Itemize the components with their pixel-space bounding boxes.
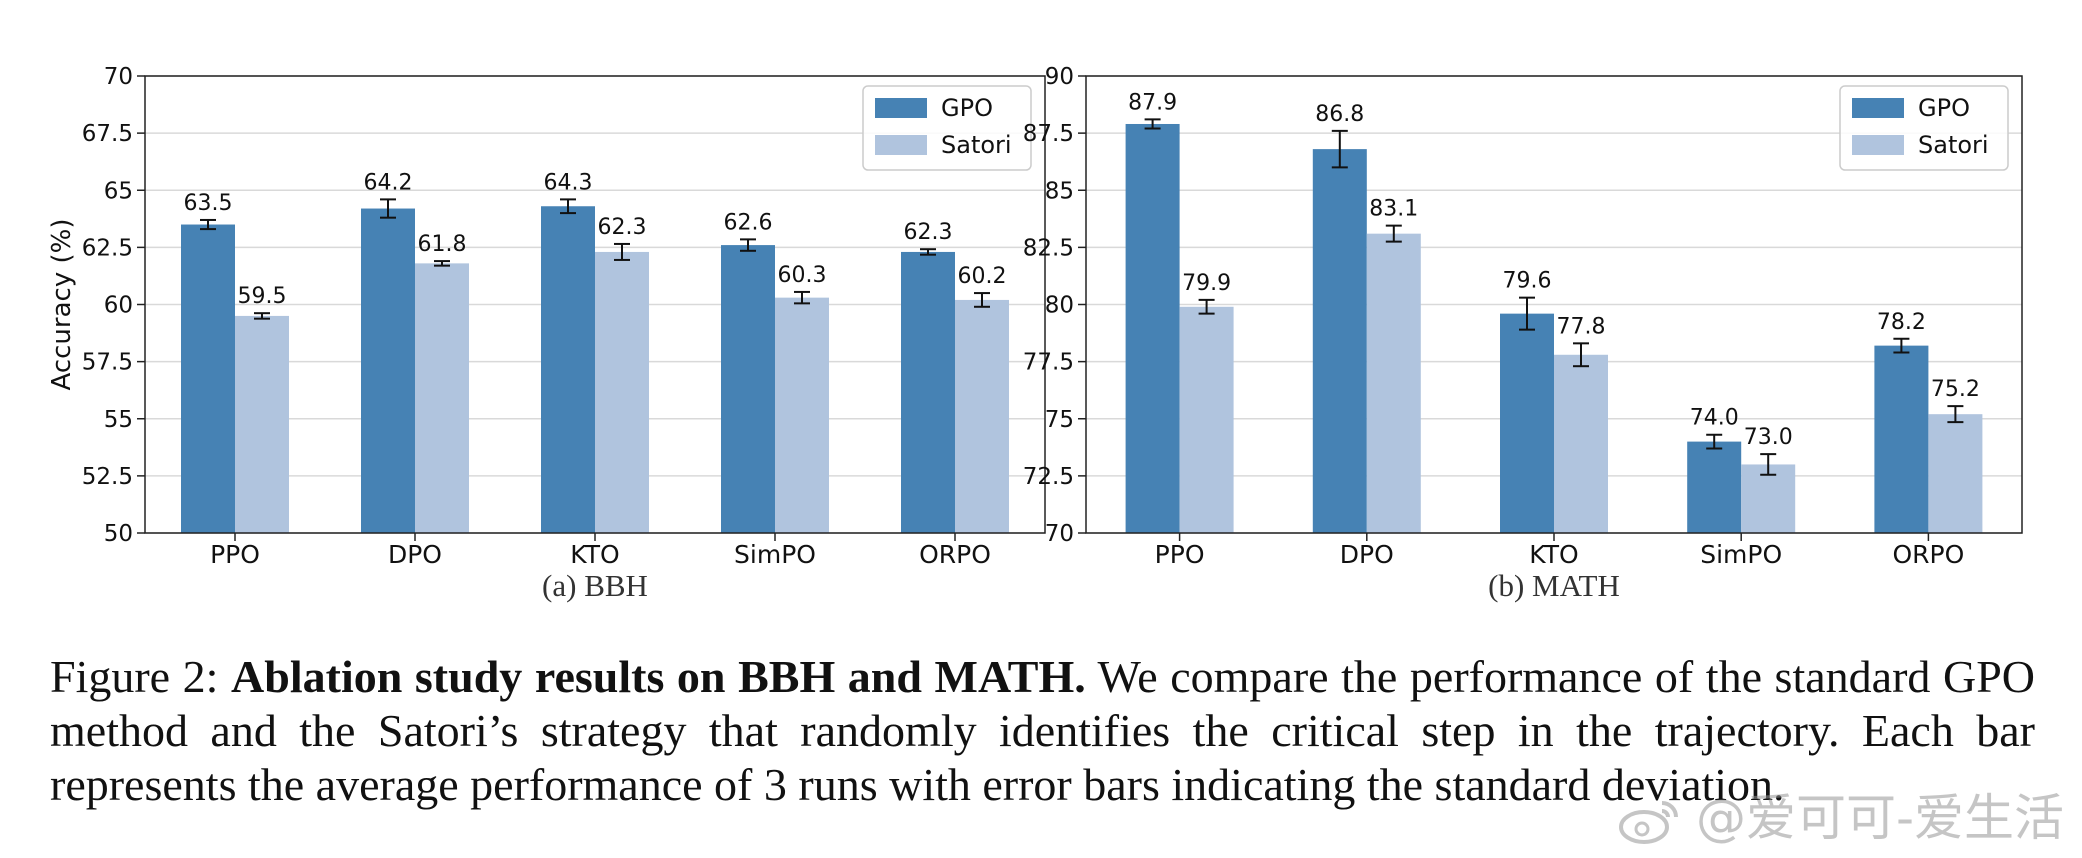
y-tick-label: 65 — [104, 178, 133, 204]
legend-swatch — [1852, 98, 1904, 118]
data-label: 63.5 — [184, 191, 233, 216]
y-tick-label: 70 — [1045, 521, 1074, 547]
bar-gpo — [361, 208, 415, 533]
data-label: 64.3 — [544, 170, 593, 195]
data-label: 83.1 — [1369, 197, 1418, 222]
x-tick-label: PPO — [1155, 540, 1205, 569]
bar-satori — [1928, 414, 1983, 533]
bar-satori — [1179, 306, 1234, 533]
bar-satori — [1741, 464, 1796, 533]
data-label: 59.5 — [238, 284, 287, 309]
figure-caption: Figure 2: Ablation study results on BBH … — [50, 650, 2035, 812]
bar-satori — [595, 251, 649, 533]
bar-gpo — [1312, 149, 1367, 533]
x-tick-label: SimPO — [734, 540, 816, 569]
y-tick-label: 67.5 — [82, 121, 133, 147]
y-tick-label: 70 — [104, 64, 133, 90]
data-label: 77.8 — [1557, 314, 1606, 339]
y-tick-label: 82.5 — [1023, 235, 1074, 261]
watermark-text: @爱可可-爱生活 — [1695, 789, 2064, 847]
bar-gpo — [1874, 345, 1929, 533]
bar-gpo — [181, 224, 235, 533]
legend-label: Satori — [1918, 131, 1989, 159]
bar-satori — [1366, 233, 1421, 534]
chart-panel-2: 70 72.5 75 77.5 80 82.5 85 87.5 90 87.9 86.8 79.6 74… — [1023, 64, 2023, 603]
data-label: 62.3 — [598, 215, 647, 240]
bar-gpo — [1500, 313, 1554, 533]
data-label: 60.3 — [778, 263, 827, 288]
x-tick-label: ORPO — [919, 540, 991, 569]
y-tick-label: 50 — [104, 521, 133, 547]
y-tick-label: 90 — [1045, 64, 1074, 90]
caption-text: We compare the performance of the standa… — [50, 651, 2035, 810]
bar-gpo — [1687, 441, 1742, 533]
data-label: 62.3 — [904, 220, 953, 245]
data-label: 62.6 — [724, 210, 773, 235]
bar-satori — [1554, 354, 1608, 533]
weibo-icon — [1619, 800, 1679, 844]
caption-prefix: Figure 2: — [50, 651, 232, 702]
legend: GPO Satori — [862, 85, 1032, 171]
y-tick-label: 87.5 — [1023, 121, 1074, 147]
data-label: 75.2 — [1931, 377, 1980, 402]
chart-subtitle: (a) BBH — [542, 568, 648, 603]
data-label: 78.2 — [1877, 310, 1926, 335]
data-label: 61.8 — [418, 232, 467, 257]
bar-gpo — [721, 245, 775, 533]
y-tick-label: 75 — [1045, 407, 1074, 433]
data-label: 60.2 — [958, 264, 1007, 289]
y-tick-label: 55 — [104, 407, 133, 433]
y-tick-label: 60 — [104, 293, 133, 319]
x-tick-label: KTO — [1529, 540, 1578, 569]
legend: GPO Satori — [1839, 85, 2009, 171]
legend-label: GPO — [941, 94, 993, 122]
bar-satori — [955, 299, 1009, 533]
y-tick-label: 52.5 — [82, 464, 133, 490]
bar-satori — [775, 297, 829, 533]
x-tick-label: DPO — [1340, 540, 1394, 569]
bar-gpo — [1125, 123, 1180, 534]
x-tick-label: PPO — [210, 540, 260, 569]
bar-satori — [415, 263, 469, 533]
x-tick-label: DPO — [388, 540, 442, 569]
legend-swatch — [1852, 135, 1904, 155]
legend-swatch — [875, 98, 927, 118]
x-tick-label: ORPO — [1892, 540, 1964, 569]
data-label: 73.0 — [1744, 425, 1793, 450]
y-tick-label: 62.5 — [82, 235, 133, 261]
y-tick-label: 57.5 — [82, 350, 133, 376]
legend-label: GPO — [1918, 94, 1970, 122]
y-axis-label: Accuracy (%) — [47, 219, 77, 391]
data-label: 74.0 — [1690, 406, 1739, 431]
legend-swatch — [875, 135, 927, 155]
y-tick-label: 80 — [1045, 293, 1074, 319]
bar-satori — [235, 315, 289, 533]
y-tick-label: 77.5 — [1023, 350, 1074, 376]
chart-subtitle: (b) MATH — [1488, 568, 1620, 603]
y-tick-label: 85 — [1045, 178, 1074, 204]
data-label: 79.9 — [1182, 271, 1231, 296]
legend-label: Satori — [941, 131, 1012, 159]
data-label: 64.2 — [364, 170, 413, 195]
x-tick-label: KTO — [570, 540, 619, 569]
data-label: 86.8 — [1315, 102, 1364, 127]
data-label: 79.6 — [1503, 269, 1552, 294]
caption-bold: Ablation study results on BBH and MATH. — [231, 651, 1086, 702]
y-tick-label: 72.5 — [1023, 464, 1074, 490]
bar-gpo — [901, 251, 955, 533]
data-label: 87.9 — [1128, 90, 1177, 115]
watermark: @爱可可-爱生活 — [1618, 778, 2064, 850]
bar-gpo — [541, 206, 595, 533]
x-tick-label: SimPO — [1700, 540, 1782, 569]
